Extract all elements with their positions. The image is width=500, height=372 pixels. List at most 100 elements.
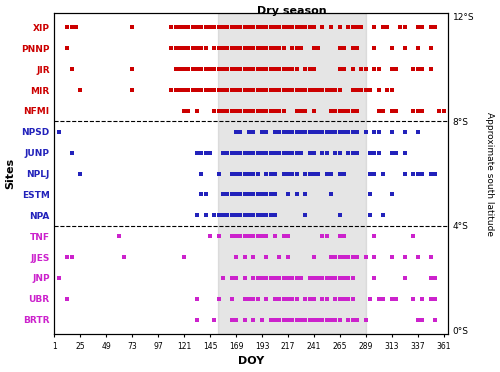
Point — [193, 25, 201, 31]
Point — [232, 170, 240, 176]
Point — [240, 275, 248, 281]
Point — [366, 212, 374, 218]
Point — [414, 25, 422, 31]
Point — [301, 296, 309, 302]
Point — [310, 254, 318, 260]
Point — [310, 108, 318, 114]
Point — [219, 212, 227, 218]
Point — [306, 275, 314, 281]
Point — [306, 87, 314, 93]
Point — [219, 87, 227, 93]
Point — [262, 275, 270, 281]
Point — [414, 317, 422, 323]
Point — [418, 108, 426, 114]
Point — [245, 170, 253, 176]
Point — [176, 45, 184, 51]
Point — [219, 66, 227, 72]
Point — [262, 108, 270, 114]
Point — [301, 317, 309, 323]
Point — [250, 275, 258, 281]
Point — [297, 87, 305, 93]
Point — [323, 170, 331, 176]
Point — [431, 25, 439, 31]
Point — [306, 296, 314, 302]
Point — [236, 192, 244, 198]
Point — [232, 150, 240, 155]
Point — [236, 45, 244, 51]
Point — [400, 254, 408, 260]
Point — [240, 170, 248, 176]
Point — [292, 296, 300, 302]
Point — [258, 66, 266, 72]
Point — [348, 150, 356, 155]
Point — [318, 25, 326, 31]
Point — [379, 170, 387, 176]
Point — [198, 25, 205, 31]
Point — [250, 296, 258, 302]
Point — [280, 296, 287, 302]
Point — [184, 25, 192, 31]
Point — [366, 296, 374, 302]
Point — [172, 45, 179, 51]
Point — [228, 45, 235, 51]
Point — [348, 87, 356, 93]
Point — [266, 45, 274, 51]
Point — [323, 129, 331, 135]
Point — [340, 275, 348, 281]
Point — [366, 150, 374, 155]
Point — [284, 275, 292, 281]
Point — [250, 87, 258, 93]
Point — [426, 254, 434, 260]
Point — [232, 87, 240, 93]
Point — [336, 170, 344, 176]
Point — [310, 45, 318, 51]
Point — [180, 108, 188, 114]
Point — [236, 25, 244, 31]
Point — [224, 108, 232, 114]
Point — [410, 108, 418, 114]
Point — [284, 254, 292, 260]
Point — [76, 87, 84, 93]
Point — [323, 87, 331, 93]
Point — [250, 66, 258, 72]
Point — [254, 233, 262, 239]
Point — [258, 45, 266, 51]
Point — [323, 296, 331, 302]
Point — [232, 212, 240, 218]
Point — [410, 233, 418, 239]
Point — [198, 170, 205, 176]
Point — [266, 25, 274, 31]
Point — [202, 212, 210, 218]
Point — [280, 317, 287, 323]
Point — [219, 150, 227, 155]
Point — [366, 192, 374, 198]
Point — [310, 275, 318, 281]
Point — [236, 108, 244, 114]
Point — [348, 296, 356, 302]
Point — [214, 66, 222, 72]
Point — [297, 317, 305, 323]
Point — [426, 296, 434, 302]
Point — [172, 87, 179, 93]
Point — [310, 317, 318, 323]
Point — [214, 170, 222, 176]
Point — [370, 233, 378, 239]
Point — [236, 87, 244, 93]
Point — [336, 45, 344, 51]
Point — [284, 170, 292, 176]
Point — [120, 254, 128, 260]
Point — [340, 129, 348, 135]
Point — [180, 45, 188, 51]
Point — [180, 254, 188, 260]
Point — [332, 87, 340, 93]
Point — [271, 129, 279, 135]
Point — [292, 275, 300, 281]
Point — [362, 87, 370, 93]
Point — [297, 150, 305, 155]
Point — [297, 45, 305, 51]
Point — [258, 108, 266, 114]
Point — [301, 66, 309, 72]
Point — [292, 317, 300, 323]
Point — [414, 108, 422, 114]
Point — [258, 212, 266, 218]
